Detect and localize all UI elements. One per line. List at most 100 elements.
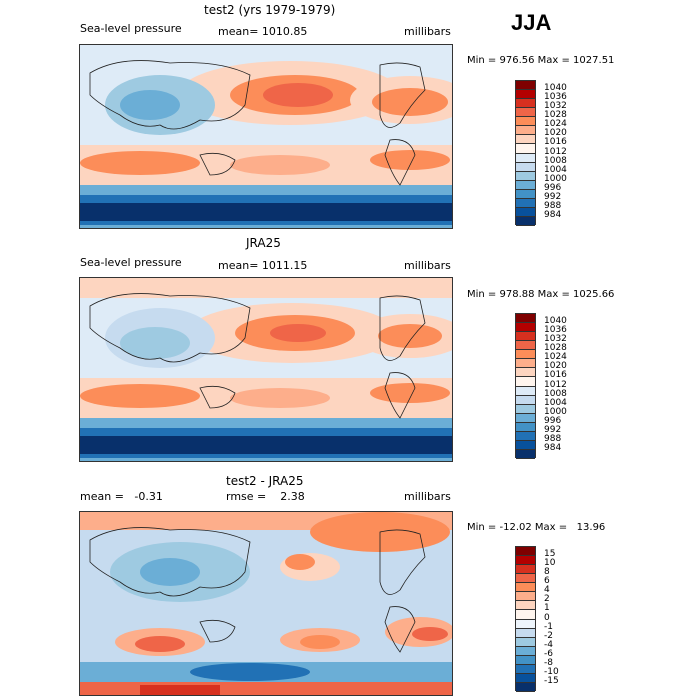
colorbar-tick-label: 1036 xyxy=(544,325,567,336)
mean-label: mean= 1010.85 xyxy=(218,25,308,38)
colorbar-tick-label: 992 xyxy=(544,424,562,435)
colorbar-swatch xyxy=(516,180,535,190)
colorbar-tick-label: 1004 xyxy=(544,164,567,175)
colorbar-swatch xyxy=(516,135,535,145)
colorbar-tick-label: 1016 xyxy=(544,370,567,381)
colorbar-swatch xyxy=(516,619,535,629)
colorbar-tick-label: 1008 xyxy=(544,155,567,166)
colorbar-tick-label: 988 xyxy=(544,200,562,211)
colorbar-swatch xyxy=(516,449,535,459)
colorbar-swatch xyxy=(516,422,535,432)
colorbar-tick-label: 988 xyxy=(544,433,562,444)
colorbar-swatch xyxy=(516,332,535,342)
colorbar-tick-label: 1000 xyxy=(544,406,567,417)
colorbar-swatch xyxy=(516,99,535,109)
colorbar-tick-label: 8 xyxy=(544,567,550,578)
colorbar-swatch xyxy=(516,440,535,450)
colorbar-tick-label: 4 xyxy=(544,585,550,596)
colorbar-swatch xyxy=(516,377,535,387)
colorbar-tick-label: 1020 xyxy=(544,128,567,139)
minmax-label: Min = 978.88 Max = 1025.66 xyxy=(467,289,615,300)
colorbar-swatch xyxy=(516,395,535,405)
colorbar-tick-label: 1028 xyxy=(544,343,567,354)
minmax-label: Min = 976.56 Max = 1027.51 xyxy=(467,55,615,66)
colorbar-swatch xyxy=(516,673,535,683)
colorbar-tick-label: 1000 xyxy=(544,173,567,184)
colorbar-tick-label: 996 xyxy=(544,415,562,426)
colorbar-swatch xyxy=(516,556,535,566)
colorbar-swatch xyxy=(516,189,535,199)
colorbar-swatch xyxy=(516,664,535,674)
colorbar-swatch xyxy=(516,341,535,351)
colorbar-tick-label: 1 xyxy=(544,603,550,614)
map-field xyxy=(80,45,452,228)
rmse-label: rmse = 2.38 xyxy=(226,490,305,503)
colorbar-swatch xyxy=(516,162,535,172)
colorbar-tick-label: 984 xyxy=(544,209,562,220)
colorbar-tick-label: 1016 xyxy=(544,137,567,148)
colorbar-swatch xyxy=(516,314,535,324)
colorbar-swatch xyxy=(516,144,535,154)
colorbar-swatch xyxy=(516,126,535,136)
colorbar-tick-label: 6 xyxy=(544,576,550,587)
season-title: JJA xyxy=(511,10,552,35)
colorbar-tick-label: 1012 xyxy=(544,146,567,157)
colorbar-tick-label: -10 xyxy=(544,666,559,677)
colorbar-swatch xyxy=(516,646,535,656)
colorbar-swatch xyxy=(516,413,535,423)
units-label: millibars xyxy=(404,259,451,272)
colorbar-tick-label: 996 xyxy=(544,182,562,193)
colorbar-tick-label: 1012 xyxy=(544,379,567,390)
colorbar-tick-label: 1024 xyxy=(544,352,567,363)
units-label: millibars xyxy=(404,490,451,503)
colorbar-swatch xyxy=(516,368,535,378)
colorbar-tick-label: -1 xyxy=(544,621,553,632)
colorbar-swatch xyxy=(516,216,535,226)
colorbar-swatch xyxy=(516,117,535,127)
minmax-label: Min = -12.02 Max = 13.96 xyxy=(467,522,606,533)
colorbar-swatch xyxy=(516,547,535,557)
colorbar-tick-label: -8 xyxy=(544,657,553,668)
units-label: millibars xyxy=(404,25,451,38)
colorbar-tick-label: 1004 xyxy=(544,397,567,408)
colorbar-tick-label: 1032 xyxy=(544,101,567,112)
field-label: Sea-level pressure xyxy=(80,256,182,269)
colorbar-tick-label: 0 xyxy=(544,612,550,623)
map-field xyxy=(80,278,452,461)
colorbar-swatch xyxy=(516,386,535,396)
slp-map xyxy=(79,277,453,462)
diff-map xyxy=(79,511,453,696)
colorbar-tick-label: -15 xyxy=(544,675,559,686)
panel-title: test2 (yrs 1979-1979) xyxy=(204,3,336,17)
colorbar-swatch xyxy=(516,628,535,638)
colorbar-swatch xyxy=(516,565,535,575)
colorbar-swatch xyxy=(516,592,535,602)
colorbar-swatch xyxy=(516,431,535,441)
colorbar-swatch xyxy=(516,637,535,647)
colorbar-swatch xyxy=(516,198,535,208)
colorbar xyxy=(515,80,536,226)
colorbar-tick-label: -4 xyxy=(544,639,553,650)
colorbar-swatch xyxy=(516,655,535,665)
colorbar-tick-label: 1040 xyxy=(544,316,567,327)
colorbar-tick-label: 992 xyxy=(544,191,562,202)
colorbar-swatch xyxy=(516,350,535,360)
colorbar-swatch xyxy=(516,404,535,414)
colorbar-swatch xyxy=(516,90,535,100)
panel-title: test2 - JRA25 xyxy=(226,474,304,488)
panel-title: JRA25 xyxy=(246,236,281,250)
colorbar xyxy=(515,546,536,692)
colorbar xyxy=(515,313,536,459)
field-label: Sea-level pressure xyxy=(80,22,182,35)
colorbar-swatch xyxy=(516,207,535,217)
colorbar-tick-label: 1032 xyxy=(544,334,567,345)
colorbar-tick-label: 1024 xyxy=(544,119,567,130)
colorbar-tick-label: 1008 xyxy=(544,388,567,399)
colorbar-swatch xyxy=(516,601,535,611)
map-field xyxy=(80,512,452,695)
mean-label: mean = -0.31 xyxy=(80,490,163,503)
colorbar-tick-label: 1020 xyxy=(544,361,567,372)
colorbar-swatch xyxy=(516,610,535,620)
colorbar-swatch xyxy=(516,153,535,163)
colorbar-tick-label: 10 xyxy=(544,558,556,569)
